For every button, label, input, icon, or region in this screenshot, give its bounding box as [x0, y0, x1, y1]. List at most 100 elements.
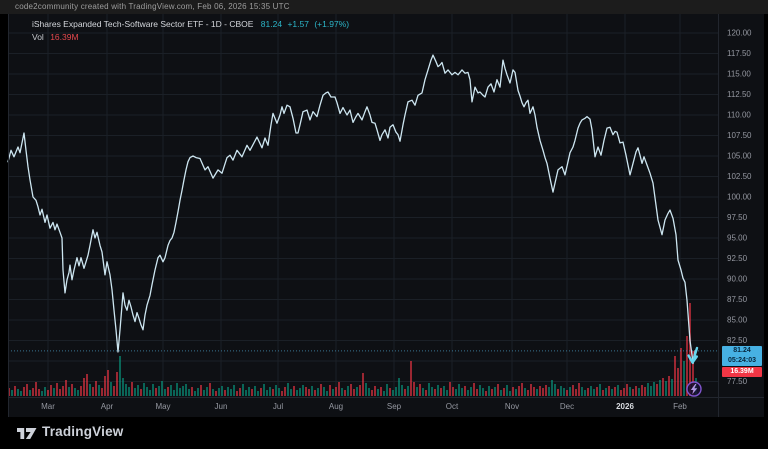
- volume-bar: [566, 390, 568, 396]
- price-scale-label: 115.00: [727, 70, 751, 79]
- volume-bar: [635, 386, 637, 396]
- volume-bar: [20, 391, 22, 396]
- volume-bar: [599, 384, 601, 396]
- volume-bar: [263, 384, 265, 396]
- volume-bar: [92, 387, 94, 396]
- price-scale-label: 110.00: [727, 111, 751, 120]
- volume-bar: [287, 383, 289, 396]
- tradingview-logo-icon[interactable]: [16, 426, 38, 441]
- volume-bar: [80, 386, 82, 396]
- volume-bar: [428, 383, 430, 396]
- volume-bar: [677, 368, 679, 396]
- price-scale-label: 87.50: [727, 295, 748, 304]
- volume-bar: [617, 385, 619, 396]
- price-scale-label: 120.00: [727, 29, 752, 38]
- volume-bar: [659, 380, 661, 396]
- attribution-bar: code2community created with TradingView.…: [0, 0, 768, 14]
- volume-bar: [143, 383, 145, 396]
- volume-bar: [665, 381, 667, 396]
- volume-bar: [221, 386, 223, 396]
- price-scale-label: 97.50: [727, 213, 748, 222]
- price-scale-label: 107.50: [727, 131, 752, 140]
- volume-bar: [257, 391, 259, 396]
- volume-bar: [131, 382, 133, 396]
- volume-bar: [344, 390, 346, 396]
- volume-bar: [125, 384, 127, 396]
- volume-bar: [386, 384, 388, 396]
- volume-bar: [233, 385, 235, 396]
- volume-bar: [275, 385, 277, 396]
- volume-bar: [398, 378, 400, 396]
- volume-bar: [689, 303, 691, 396]
- volume-bar: [359, 385, 361, 396]
- volume-bar: [41, 391, 43, 396]
- volume-bar: [401, 385, 403, 396]
- volume-bar: [74, 388, 76, 396]
- volume-bar: [416, 387, 418, 396]
- volume-bar: [146, 387, 148, 396]
- volume-bar: [32, 388, 34, 396]
- volume-bar: [629, 387, 631, 396]
- footer-bar: TradingView: [0, 417, 768, 449]
- volume-bar: [536, 389, 538, 396]
- volume-bar: [380, 387, 382, 396]
- volume-bar: [647, 383, 649, 396]
- time-scale-label: May: [155, 402, 170, 411]
- symbol-title[interactable]: iShares Expanded Tech-Software Sector ET…: [32, 19, 254, 29]
- time-scale-label: Aug: [329, 402, 343, 411]
- volume-bar: [563, 388, 565, 396]
- volume-bar: [302, 385, 304, 396]
- volume-bar: [572, 385, 574, 396]
- volume-bar: [503, 388, 505, 396]
- volume-label: Vol: [32, 32, 44, 42]
- volume-bar: [494, 387, 496, 396]
- volume-bar: [161, 381, 163, 396]
- volume-bar: [326, 391, 328, 396]
- volume-bar: [530, 384, 532, 396]
- volume-bar: [170, 385, 172, 396]
- volume-bar: [53, 388, 55, 396]
- volume-bar: [524, 388, 526, 396]
- volume-bar: [686, 336, 688, 396]
- volume-bar: [50, 385, 52, 396]
- volume-bars: [8, 303, 697, 396]
- volume-bar: [215, 391, 217, 396]
- volume-bar: [68, 387, 70, 396]
- current-price-badge[interactable]: 81.24 05:24:03: [722, 346, 762, 366]
- volume-bar: [500, 390, 502, 396]
- volume-bar: [83, 378, 85, 396]
- volume-bar: [392, 390, 394, 396]
- price-scale[interactable]: 120.00 117.50 115.00 112.50 110.00 107.50 105.…: [727, 29, 752, 387]
- volume-bar: [467, 390, 469, 396]
- volume-bar: [110, 382, 112, 396]
- price-scale-label: 102.50: [727, 172, 752, 181]
- volume-bar: [590, 386, 592, 396]
- price-scale-label: 105.00: [727, 152, 752, 161]
- price-change-percent: (+1.97%): [314, 19, 350, 29]
- volume-bar: [17, 389, 19, 396]
- price-scale-label: 90.00: [727, 275, 748, 284]
- volume-bar: [533, 387, 535, 396]
- volume-bar: [539, 386, 541, 396]
- volume-bar: [641, 385, 643, 396]
- volume-bar: [443, 386, 445, 396]
- volume-bar: [116, 372, 118, 396]
- volume-bar: [203, 390, 205, 396]
- volume-bar: [209, 383, 211, 396]
- volume-bar: [608, 386, 610, 396]
- volume-bar: [164, 389, 166, 396]
- volume-bar: [653, 382, 655, 396]
- volume-bar: [71, 384, 73, 396]
- tradingview-stamp-icon[interactable]: [686, 381, 702, 397]
- volume-bar: [44, 387, 46, 396]
- volume-bar: [482, 388, 484, 396]
- bar-countdown: 05:24:03: [727, 357, 757, 364]
- volume-bar: [395, 387, 397, 396]
- price-line: [7, 54, 696, 365]
- volume-bar: [248, 387, 250, 396]
- volume-bar: [236, 391, 238, 396]
- volume-value: 16.39M: [50, 32, 79, 42]
- tradingview-wordmark[interactable]: TradingView: [42, 424, 124, 439]
- time-scale[interactable]: Mar Apr May Jun Jul Aug Sep Oct Nov Dec 2026 Feb: [41, 402, 687, 411]
